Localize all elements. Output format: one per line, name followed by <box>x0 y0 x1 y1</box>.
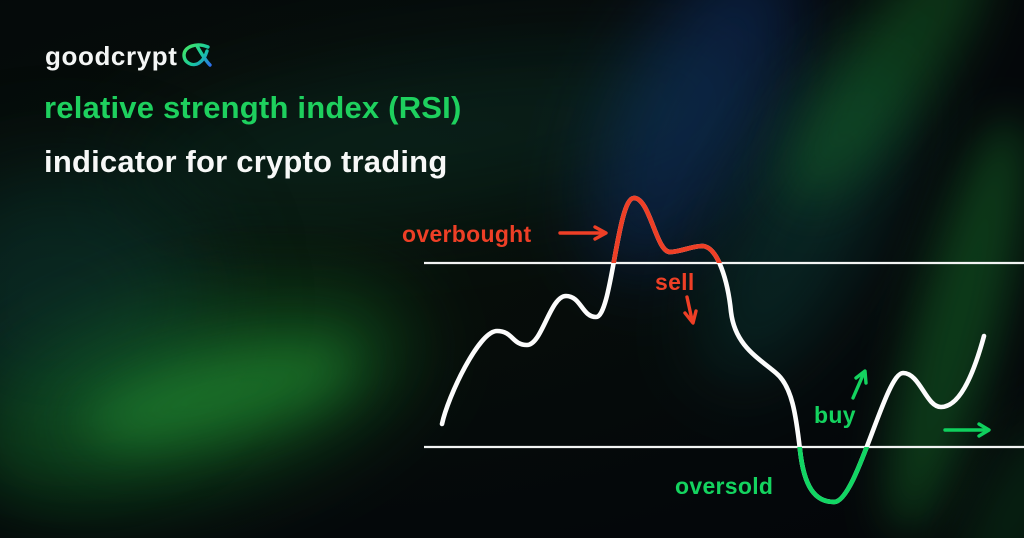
sell-down-arrow-icon <box>683 295 698 325</box>
overbought-label: overbought <box>402 221 532 247</box>
sell-label: sell <box>655 269 695 295</box>
headline-rsi: relative strength index (RSI) <box>44 90 462 125</box>
overbought-right-arrow-icon <box>558 225 608 241</box>
rsi-curve-overbought-segment <box>611 195 722 263</box>
continue-right-arrow-icon <box>943 422 991 438</box>
buy-up-arrow-icon <box>851 369 868 400</box>
buy-label: buy <box>814 402 856 428</box>
subheadline-crypto-trading: indicator for crypto trading <box>44 144 448 179</box>
brand-logo: goodcrypt <box>45 42 213 69</box>
oversold-label: oversold <box>675 473 774 499</box>
brand-logo-alpha-x-icon <box>181 43 212 67</box>
brand-logo-text: goodcrypt <box>45 40 178 71</box>
